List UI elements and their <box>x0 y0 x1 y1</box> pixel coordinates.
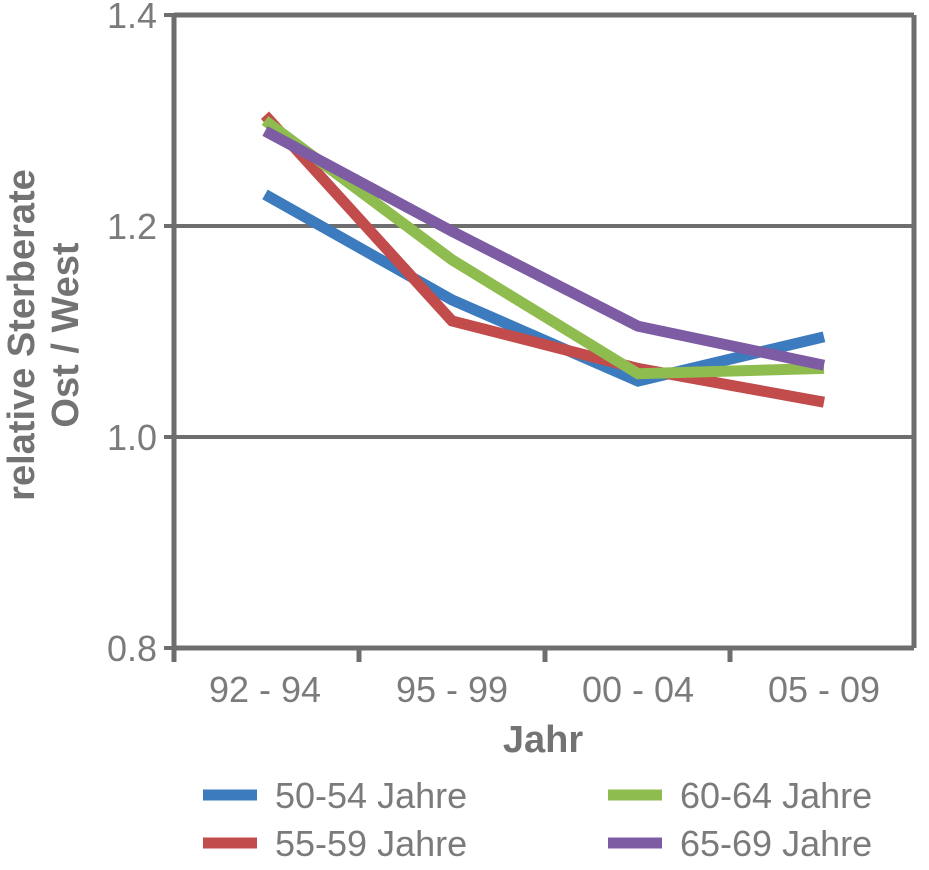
legend-label-0: 50-54 Jahre <box>275 775 467 816</box>
y-tick-labels: 0.8 1.0 1.2 1.4 <box>107 0 157 669</box>
x-tick-label-2: 00 - 04 <box>582 669 694 710</box>
x-tick-label-3: 05 - 09 <box>768 669 880 710</box>
legend: 50-54 Jahre 55-59 Jahre 60-64 Jahre 65-69 J… <box>203 775 872 864</box>
gridlines <box>174 224 914 439</box>
series-line-3 <box>262 126 826 371</box>
series-line-1 <box>260 111 825 408</box>
y-tick-label-3: 1.4 <box>107 0 157 36</box>
series-lines <box>260 111 826 408</box>
legend-label-1: 55-59 Jahre <box>275 823 467 864</box>
x-tick-labels: 92 - 94 95 - 99 00 - 04 05 - 09 <box>209 669 880 710</box>
plot-frame <box>164 12 917 662</box>
legend-label-2: 60-64 Jahre <box>680 775 872 816</box>
legend-label-3: 65-69 Jahre <box>680 823 872 864</box>
x-axis-label: Jahr <box>503 719 583 761</box>
y-tick-label-2: 1.2 <box>107 206 157 247</box>
y-tick-label-1: 1.0 <box>107 417 157 458</box>
series-line-2 <box>261 116 825 380</box>
x-tick-label-1: 95 - 99 <box>396 669 508 710</box>
x-tick-label-0: 92 - 94 <box>209 669 321 710</box>
y-axis-label-line-2: Ost / West <box>45 242 87 427</box>
y-axis-label-line-1: relative Sterberate <box>1 169 43 501</box>
y-tick-label-0: 0.8 <box>107 628 157 669</box>
